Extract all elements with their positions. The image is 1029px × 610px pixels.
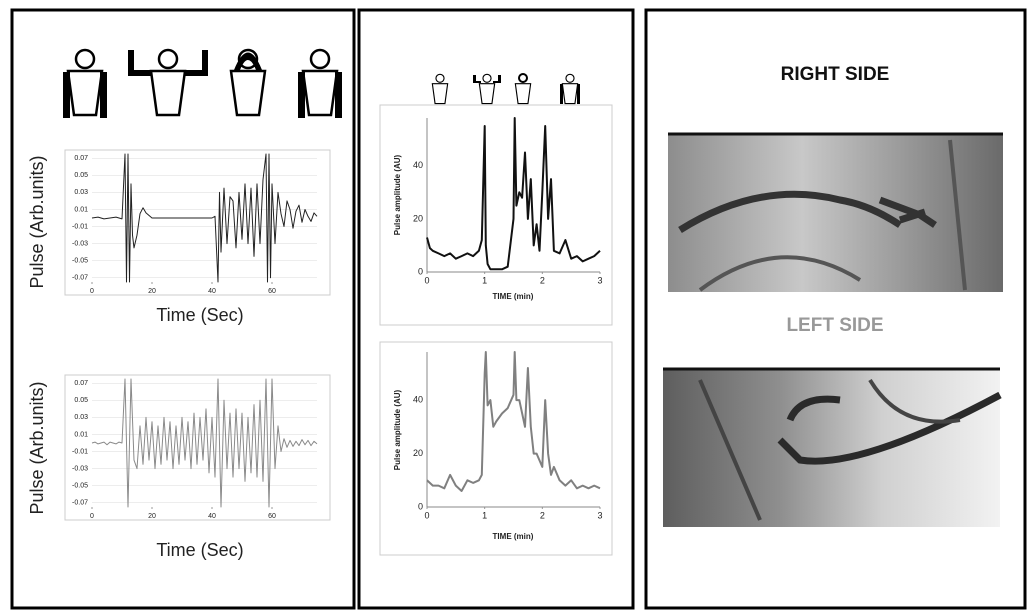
y-tick-label: 20 (413, 213, 423, 223)
y-tick-label: -0.03 (72, 240, 88, 247)
y-tick-label: -0.07 (72, 500, 88, 507)
signal-line (426, 117, 601, 271)
xray-image (663, 367, 1002, 527)
x-tick-label: 40 (208, 288, 216, 295)
x-axis-label: TIME (min) (493, 292, 534, 301)
signal-line (91, 153, 318, 283)
x-tick-label: 0 (90, 513, 94, 520)
panel (357, 8, 635, 610)
y-axis-label: Pulse (Arb.units) (27, 381, 47, 514)
side-label: LEFT SIDE (786, 315, 883, 336)
x-tick-label: 2 (540, 275, 545, 285)
x-tick-label: 0 (90, 288, 94, 295)
y-axis-label: Pulse amplitude (AU) (393, 389, 402, 470)
xray-image (668, 132, 1003, 292)
x-tick-label: 60 (268, 513, 276, 520)
y-tick-label: -0.07 (72, 275, 88, 282)
panel (10, 8, 356, 610)
x-axis-label: Time (Sec) (156, 540, 243, 560)
x-axis-label: Time (Sec) (156, 305, 243, 325)
y-tick-label: -0.05 (72, 258, 88, 265)
y-tick-label: 20 (413, 448, 423, 458)
y-tick-label: -0.05 (72, 483, 88, 490)
x-tick-label: 0 (424, 275, 429, 285)
chart-frame (379, 104, 613, 326)
x-tick-label: 20 (148, 288, 156, 295)
y-tick-label: 0.03 (74, 189, 88, 196)
y-tick-label: 0.03 (74, 414, 88, 421)
y-tick-label: -0.03 (72, 465, 88, 472)
y-tick-label: 0 (418, 266, 423, 276)
y-tick-label: 0.01 (74, 206, 88, 213)
signal-line (426, 351, 601, 492)
x-tick-label: 1 (482, 510, 487, 520)
y-tick-label: 0.05 (74, 172, 88, 179)
y-tick-label: 0.07 (74, 380, 88, 387)
y-tick-label: -0.01 (72, 448, 88, 455)
x-tick-label: 0 (424, 510, 429, 520)
signal-line (91, 378, 318, 508)
y-tick-label: -0.01 (72, 223, 88, 230)
side-label: RIGHT SIDE (781, 64, 890, 85)
chart-frame (379, 341, 613, 556)
posture-icons (63, 48, 580, 118)
y-tick-label: 0.01 (74, 431, 88, 438)
chart-frame (64, 149, 331, 296)
x-tick-label: 2 (540, 510, 545, 520)
panel (644, 8, 1027, 610)
x-tick-label: 1 (482, 275, 487, 285)
x-tick-label: 20 (148, 513, 156, 520)
y-axis-label: Pulse (Arb.units) (27, 155, 47, 288)
x-tick-label: 3 (597, 275, 602, 285)
y-tick-label: 0.07 (74, 155, 88, 162)
chart-frame (64, 374, 331, 521)
y-tick-label: 40 (413, 394, 423, 404)
y-axis-label: Pulse amplitude (AU) (393, 154, 402, 235)
x-axis-label: TIME (min) (493, 532, 534, 541)
x-tick-label: 40 (208, 513, 216, 520)
y-tick-label: 40 (413, 160, 423, 170)
y-tick-label: 0.05 (74, 397, 88, 404)
x-tick-label: 3 (597, 510, 602, 520)
x-tick-label: 60 (268, 288, 276, 295)
y-tick-label: 0 (418, 501, 423, 511)
